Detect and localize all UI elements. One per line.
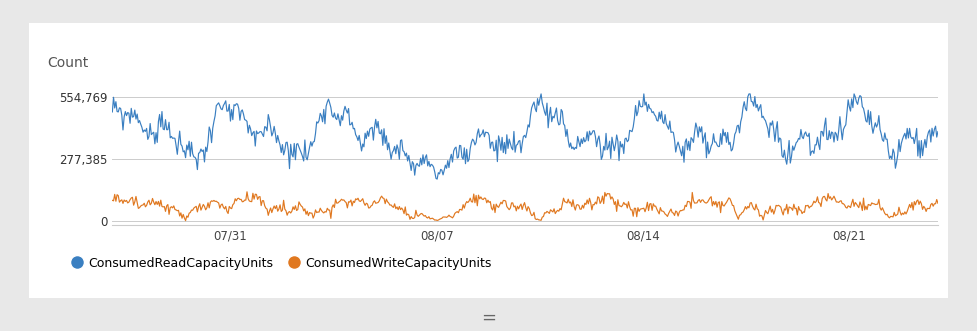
Text: Count: Count [47, 56, 88, 70]
Legend: ConsumedReadCapacityUnits, ConsumedWriteCapacityUnits: ConsumedReadCapacityUnits, ConsumedWrite… [72, 257, 491, 270]
Text: =: = [481, 309, 496, 327]
